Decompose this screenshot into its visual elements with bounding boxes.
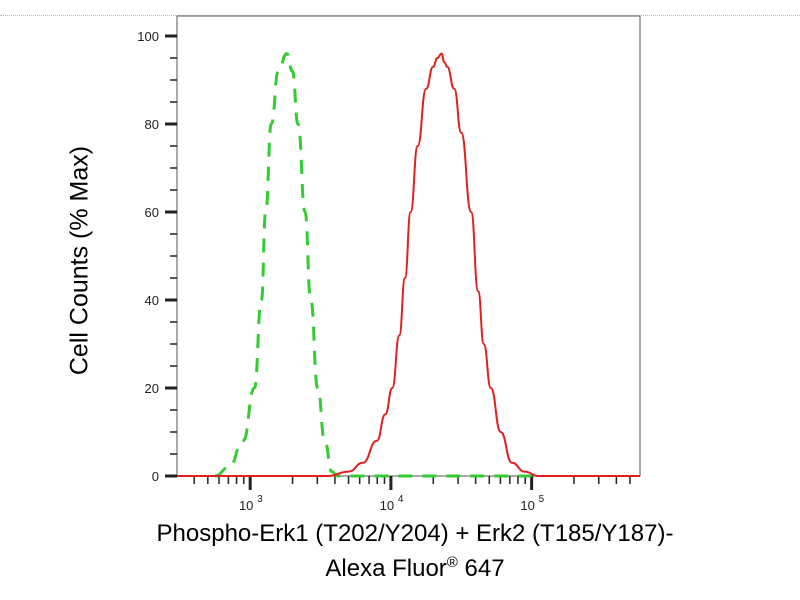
y-tick-label: 40 <box>145 293 159 308</box>
series-phospho-erk <box>176 52 640 478</box>
x-axis-label-line1: Phospho-Erk1 (T202/Y204) + Erk2 (T185/Y1… <box>156 520 674 547</box>
y-tick-label: 0 <box>152 469 159 484</box>
y-axis-label: Cell Counts (% Max) <box>65 145 94 376</box>
series-isotype-control <box>214 52 532 478</box>
x-tick-label: 10 <box>520 498 534 513</box>
y-tick-label: 80 <box>145 117 159 132</box>
x-axis-label-end: 647 <box>457 555 505 582</box>
x-tick-exponent: 4 <box>398 494 404 505</box>
x-axis-label-line2: Alexa Fluor® 647 <box>0 554 800 583</box>
x-tick-exponent: 5 <box>539 494 545 505</box>
y-tick-label: 20 <box>145 381 159 396</box>
x-tick-label: 10 <box>380 498 394 513</box>
y-tick-label: 60 <box>145 205 159 220</box>
x-tick-exponent: 3 <box>257 494 263 505</box>
x-tick-label: 10 <box>239 498 253 513</box>
y-tick-label: 100 <box>137 29 159 44</box>
x-axis-label-main: Alexa Fluor <box>325 555 447 582</box>
registered-mark: ® <box>446 554 458 571</box>
